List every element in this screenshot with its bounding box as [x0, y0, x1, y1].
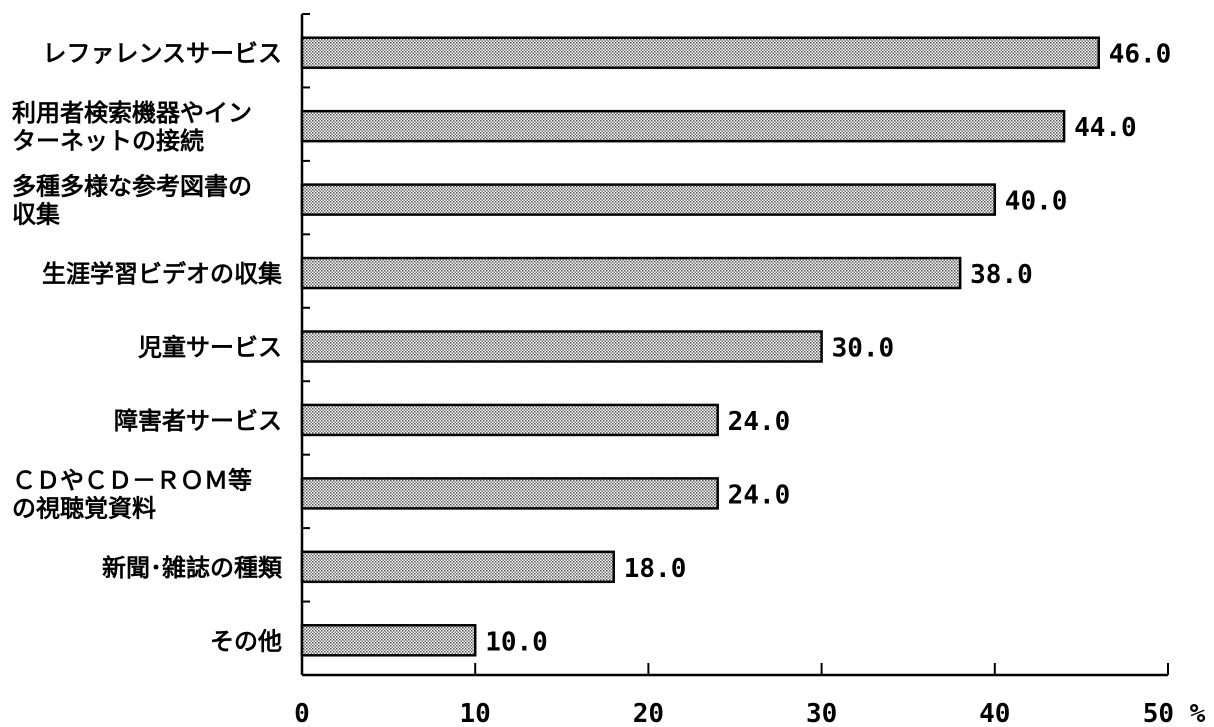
category-label: その他	[210, 627, 282, 655]
bar	[300, 550, 616, 584]
bar	[300, 109, 1066, 143]
bar	[300, 477, 719, 510]
value-label: 24.0	[728, 480, 791, 510]
bars	[300, 36, 1100, 657]
value-label: 44.0	[1074, 113, 1137, 143]
category-label: 障害者サービス	[114, 407, 282, 435]
bar	[300, 624, 477, 657]
x-tick-label: 0	[294, 699, 310, 727]
bar	[300, 403, 719, 437]
labels: 0 10 20 30 40 50 % 46.0 レファレンスサービス 44.0 利用者検索機器やイ…	[12, 40, 1206, 727]
category-label-line: 利用者検索機器やイン	[12, 99, 252, 127]
category-label: 生涯学習ビデオの収集	[42, 260, 283, 288]
category-label-line: 多種多様な参考図書の	[12, 173, 252, 201]
category-label: 新聞･雑誌の種類	[102, 554, 283, 582]
value-label: 40.0	[1005, 187, 1068, 217]
value-label: 38.0	[970, 260, 1033, 290]
category-label: レファレンスサービス	[42, 40, 282, 68]
category-label-line: ターネットの接続	[12, 127, 204, 155]
category-label-line: 収集	[12, 201, 61, 229]
category-label: ＣＤやＣＤ－ＲＯＭ等の視聴覚資料	[12, 466, 252, 522]
x-tick-label: 10	[460, 699, 491, 727]
category-label: 多種多様な参考図書の収集	[12, 173, 252, 229]
value-label: 30.0	[832, 334, 895, 364]
value-label: 18.0	[624, 554, 687, 584]
bar	[300, 183, 997, 216]
bar	[300, 256, 962, 290]
category-label: 児童サービス	[138, 334, 282, 362]
value-label: 24.0	[728, 407, 791, 437]
x-tick-label: 40	[979, 699, 1010, 727]
bar	[300, 36, 1100, 69]
x-tick-label: 50 %	[1143, 699, 1206, 727]
category-label-line: の視聴覚資料	[12, 494, 156, 522]
value-label: 46.0	[1109, 40, 1172, 70]
bar	[300, 330, 823, 363]
x-tick-label: 30	[806, 699, 837, 727]
category-label: 利用者検索機器やインターネットの接続	[12, 99, 252, 155]
category-label-line: ＣＤやＣＤ－ＲＯＭ等	[12, 466, 252, 494]
x-tick-label: 20	[633, 699, 664, 727]
value-label: 10.0	[485, 627, 548, 657]
